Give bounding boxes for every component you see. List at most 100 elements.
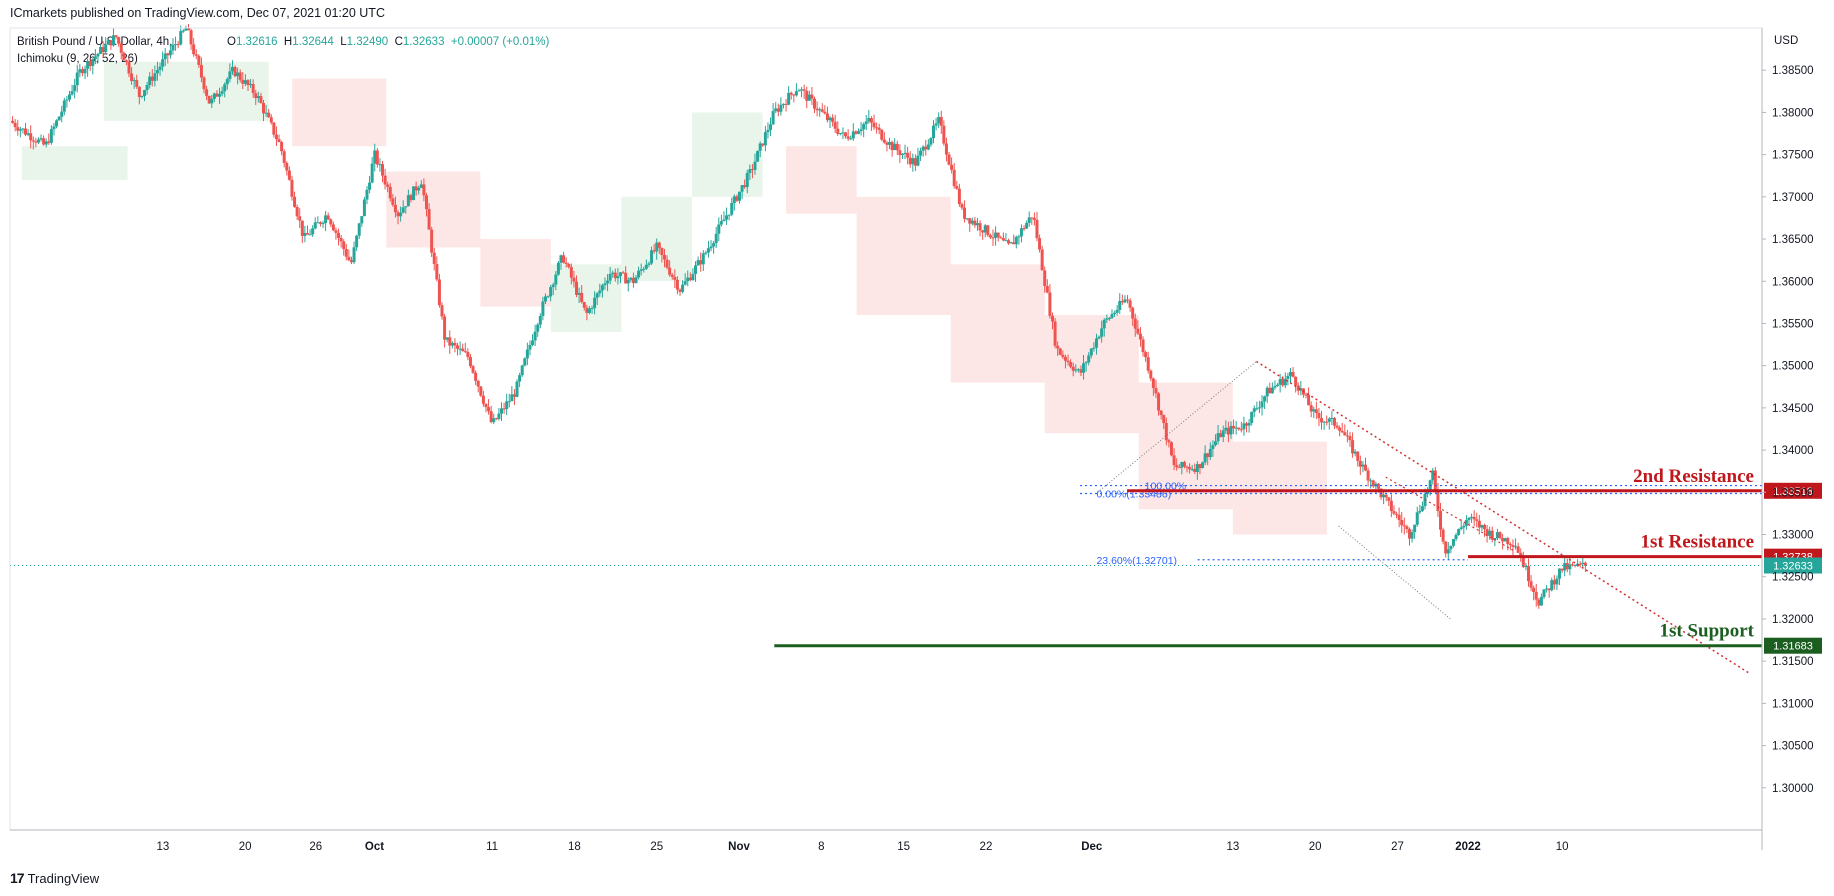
candle-body <box>456 345 460 349</box>
candle-body <box>1239 429 1243 431</box>
candle-body <box>1387 497 1391 501</box>
candle-body <box>888 142 892 145</box>
tradingview-logo-icon[interactable]: 17 <box>10 870 25 886</box>
candle-body <box>968 218 972 224</box>
candle-body <box>644 264 648 269</box>
candle-body <box>218 93 222 97</box>
y-tick-label: 1.37500 <box>1772 150 1814 162</box>
candle-body <box>249 84 253 86</box>
candle-body <box>197 55 201 65</box>
candle-body <box>375 150 379 165</box>
candle-body <box>973 220 977 226</box>
candle-body <box>287 170 291 180</box>
candle-body <box>42 138 46 145</box>
candle-body <box>311 228 315 235</box>
fib-connector <box>1097 361 1257 493</box>
candle-body <box>109 40 113 46</box>
candle-body <box>903 152 907 154</box>
candle-body <box>567 263 571 268</box>
candle-body <box>1118 301 1122 310</box>
x-tick-label: Nov <box>728 841 750 853</box>
candle-body <box>412 186 416 201</box>
level-price-text: 1.33518 <box>1773 486 1813 498</box>
candle-body <box>1071 366 1075 371</box>
candle-body <box>153 73 157 81</box>
candle-body <box>1208 448 1212 458</box>
candle-body <box>355 235 359 248</box>
candle-body <box>1400 519 1404 526</box>
candle-body <box>872 122 876 128</box>
cloud-segment <box>950 264 1045 383</box>
candle-body <box>199 64 203 78</box>
candle-body <box>362 199 366 217</box>
candle-body <box>1094 338 1098 348</box>
candle-body <box>1371 480 1375 487</box>
candle-body <box>810 94 814 99</box>
candle-body <box>880 129 884 140</box>
candle-body <box>722 219 726 222</box>
candle-body <box>629 277 633 280</box>
candle-body <box>140 96 144 98</box>
candle-body <box>510 394 514 402</box>
candle-body <box>487 407 491 412</box>
candle-body <box>647 263 651 265</box>
candle-body <box>1082 363 1086 373</box>
y-tick-label: 1.34500 <box>1772 403 1814 415</box>
candle-body <box>1462 525 1466 528</box>
candle-body <box>83 68 87 74</box>
candle-body <box>243 80 247 84</box>
candle-body <box>813 98 817 109</box>
candle-body <box>1410 532 1414 539</box>
candle-body <box>318 222 322 224</box>
candle-body <box>401 207 405 213</box>
candle-body <box>1149 370 1153 379</box>
candle-body <box>975 223 979 226</box>
x-tick-label: 26 <box>309 841 322 853</box>
indicator-label[interactable]: Ichimoku (9, 26, 52, 26) <box>17 53 138 65</box>
candle-body <box>1040 249 1044 271</box>
candle-body <box>929 138 933 145</box>
candle-body <box>730 202 734 215</box>
candle-body <box>637 270 641 278</box>
candle-body <box>1141 339 1145 353</box>
candle-body <box>1573 564 1577 566</box>
candle-body <box>1307 394 1311 406</box>
candle-body <box>1115 309 1119 313</box>
candle-body <box>1203 453 1207 463</box>
candle-body <box>171 44 175 51</box>
candle-body <box>500 408 504 414</box>
candle-body <box>694 265 698 274</box>
symbol-title[interactable]: British Pound / U.S. Dollar, 4h, <box>17 36 173 48</box>
candle-body <box>404 206 408 208</box>
candle-body <box>1420 506 1424 511</box>
candle-body <box>515 381 519 397</box>
candle-body <box>882 139 886 143</box>
candle-body <box>316 222 320 224</box>
candle-body <box>1063 356 1067 361</box>
candle-body <box>62 100 66 112</box>
candle-body <box>135 80 139 87</box>
candle-body <box>1294 376 1298 386</box>
candle-body <box>1364 464 1368 471</box>
candle-body <box>236 72 240 77</box>
candle-body <box>344 249 348 257</box>
candle-body <box>1110 314 1114 318</box>
candle-body <box>1038 238 1042 250</box>
candle-body <box>36 139 40 143</box>
publish-header: ICmarkets published on TradingView.com, … <box>10 6 385 20</box>
candle-body <box>181 30 185 32</box>
candle-body <box>373 150 377 164</box>
candle-body <box>769 124 773 130</box>
candle-body <box>1014 236 1018 245</box>
candle-body <box>1012 242 1016 245</box>
candle-body <box>347 256 351 261</box>
candle-body <box>784 103 788 105</box>
candle-body <box>228 71 232 80</box>
candle-body <box>370 163 374 183</box>
candle-body <box>205 89 209 96</box>
candle-body <box>321 223 325 225</box>
candle-body <box>1107 317 1111 319</box>
candle-body <box>1439 511 1443 530</box>
candle-body <box>611 272 615 274</box>
